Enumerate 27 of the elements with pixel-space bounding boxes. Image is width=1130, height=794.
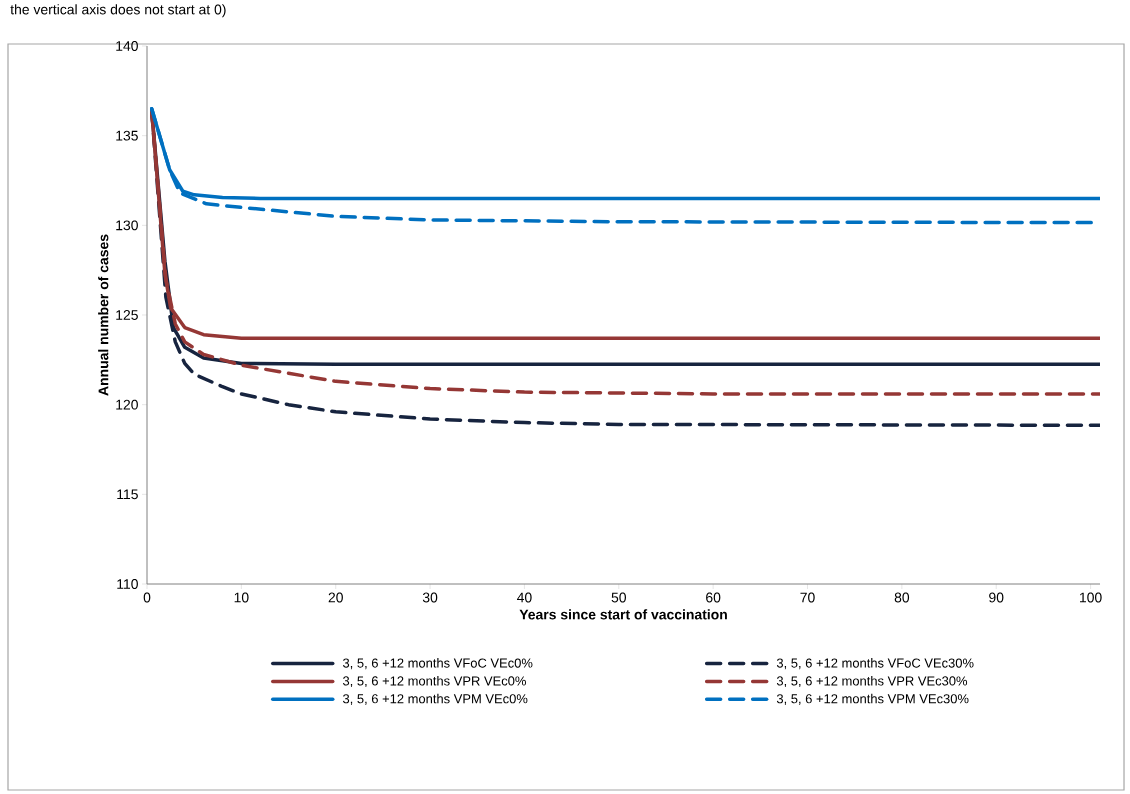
x-axis-title: Years since start of vaccination: [519, 609, 727, 620]
x-tick-label: 30: [422, 592, 438, 603]
x-tick-label: 90: [989, 592, 1004, 603]
y-tick-label: 140: [116, 41, 138, 51]
x-tick-label: 10: [234, 592, 249, 603]
legend-label: 3, 5, 6 +12 months VFoC VEc0%: [342, 658, 533, 670]
y-tick-label: 120: [116, 399, 138, 410]
y-tick-label: 135: [116, 130, 138, 141]
x-tick-label: 70: [800, 592, 815, 603]
y-tick-label: 110: [117, 579, 138, 589]
text: the vertical axis does not start at 0): [10, 4, 226, 18]
x-tick-label: 100: [1080, 592, 1102, 603]
legend-label: 3, 5, 6 +12 months VPM VEc30%: [776, 693, 969, 705]
x-tick-label: 0: [143, 592, 151, 603]
x-tick-label: 20: [328, 592, 343, 603]
x-tick-label: 40: [516, 592, 532, 603]
legend-label: 3, 5, 6 +12 months VPM VEc0%: [342, 693, 528, 705]
y-tick-label: 115: [117, 489, 138, 500]
y-tick-label: 125: [116, 310, 138, 320]
legend-label: 3, 5, 6 +12 months VFoC VEc30%: [776, 658, 974, 670]
y-tick-label: 130: [116, 220, 138, 231]
legend-label: 3, 5, 6 +12 months VPR VEc30%: [776, 675, 968, 688]
x-tick-label: 50: [611, 592, 627, 603]
legend-label: 3, 5, 6 +12 months VPR VEc0%: [342, 675, 526, 688]
x-tick-label: 60: [706, 592, 721, 603]
y-axis-title: Annual number of cases: [98, 234, 109, 396]
x-tick-label: 80: [894, 592, 910, 603]
